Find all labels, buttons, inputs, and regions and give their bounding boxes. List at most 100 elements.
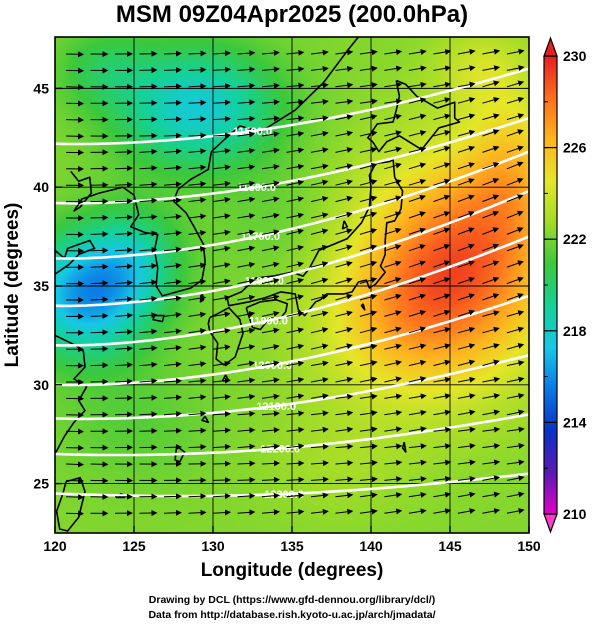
wind-arrow [433, 48, 452, 55]
wind-arrow [457, 491, 476, 498]
wind-arrow [261, 427, 280, 434]
wind-arrow [457, 276, 475, 285]
wind-arrow [335, 343, 353, 350]
y-axis: 25 30 35 40 45 [33, 80, 62, 492]
wind-arrow [310, 443, 329, 450]
wind-arrow [384, 81, 403, 88]
wind-arrow [433, 293, 451, 301]
wind-arrow [90, 329, 109, 336]
wind-arrow [433, 260, 451, 268]
wind-arrow [310, 228, 329, 235]
wind-arrow [457, 326, 476, 334]
wind-arrow [114, 214, 133, 221]
wind-arrow [286, 476, 305, 483]
wind-arrow [310, 310, 329, 317]
wind-arrow [237, 311, 256, 318]
wind-arrow [408, 130, 427, 137]
wind-arrow [212, 427, 231, 434]
wind-arrow [408, 426, 427, 433]
wind-arrow [506, 276, 524, 285]
wind-arrow [163, 444, 182, 451]
wind-arrow [163, 328, 182, 335]
wind-arrow [482, 393, 501, 400]
colorbar-min-arrow [543, 513, 558, 534]
wind-arrow [310, 376, 329, 383]
wind-arrow [237, 278, 256, 285]
wind-arrow [139, 197, 158, 204]
wind-arrow [359, 476, 378, 483]
wind-arrow [335, 179, 353, 186]
coastline [55, 239, 96, 275]
wind-arrow [286, 443, 305, 450]
y-axis-label: Latitude (degrees) [2, 203, 23, 368]
wind-arrow [286, 115, 305, 122]
wind-arrow [482, 162, 500, 170]
wind-arrow [457, 393, 476, 400]
coastline [226, 158, 404, 317]
wind-arrow [114, 279, 133, 286]
wind-arrow [335, 492, 354, 499]
wind-arrow [506, 113, 525, 121]
wind-arrow [506, 129, 524, 137]
wind-arrow [433, 409, 452, 416]
wind-arrow [261, 476, 280, 483]
wind-arrow [114, 230, 133, 237]
wind-arrow [310, 179, 329, 186]
wind-arrow [482, 426, 501, 433]
wind-arrow [408, 293, 427, 301]
wind-arrow [408, 81, 427, 88]
coastline [360, 303, 366, 311]
wind-arrow [310, 426, 329, 433]
wind-arrow [212, 180, 231, 187]
wind-arrow [310, 130, 329, 137]
wind-arrow [261, 261, 280, 268]
wind-arrow [506, 227, 524, 235]
wind-arrow [482, 260, 500, 268]
wind-arrow [212, 148, 231, 154]
wind-arrow [359, 146, 378, 153]
wind-arrow [286, 360, 305, 367]
wind-arrow [237, 147, 256, 154]
wind-arrow [384, 146, 402, 153]
wind-arrow [384, 393, 403, 400]
wind-arrow [335, 460, 354, 467]
wind-arrow [237, 261, 256, 268]
wind-arrow [188, 50, 207, 57]
wind-arrow [114, 198, 133, 205]
wind-arrow [310, 49, 329, 56]
wind-arrow [482, 129, 500, 137]
wind-arrow [261, 393, 280, 400]
wind-arrow [506, 177, 524, 186]
wind-arrow [482, 145, 500, 153]
wind-arrow [384, 376, 402, 383]
wind-arrow [237, 393, 256, 400]
wind-arrow [261, 147, 280, 154]
wind-arrow [286, 310, 305, 317]
wind-arrow [163, 99, 182, 106]
wind-arrow [261, 49, 280, 56]
colorbar-tick-label: 222 [563, 231, 587, 247]
wind-arrow [506, 80, 525, 88]
wind-arrow [408, 178, 427, 186]
wind-arrow [66, 477, 85, 484]
wind-arrow [408, 476, 427, 483]
wind-arrow [482, 194, 500, 203]
height-contour [55, 67, 529, 146]
wind-arrow [310, 343, 329, 350]
wind-arrow [408, 146, 427, 153]
wind-arrow [359, 410, 378, 417]
wind-arrow [139, 214, 158, 221]
wind-arrow [188, 509, 207, 516]
wind-arrow [433, 194, 451, 203]
wind-arrow [408, 97, 427, 104]
wind-arrow [359, 82, 378, 89]
colorbar-max-arrow [543, 36, 558, 57]
wind-arrow [286, 294, 304, 301]
wind-arrow [482, 326, 500, 334]
wind-arrow [384, 211, 402, 219]
wind-vectors [66, 48, 525, 517]
wind-arrow [261, 377, 280, 384]
wind-arrow [163, 132, 182, 139]
wind-arrow [506, 293, 524, 301]
wind-arrow [212, 394, 231, 401]
